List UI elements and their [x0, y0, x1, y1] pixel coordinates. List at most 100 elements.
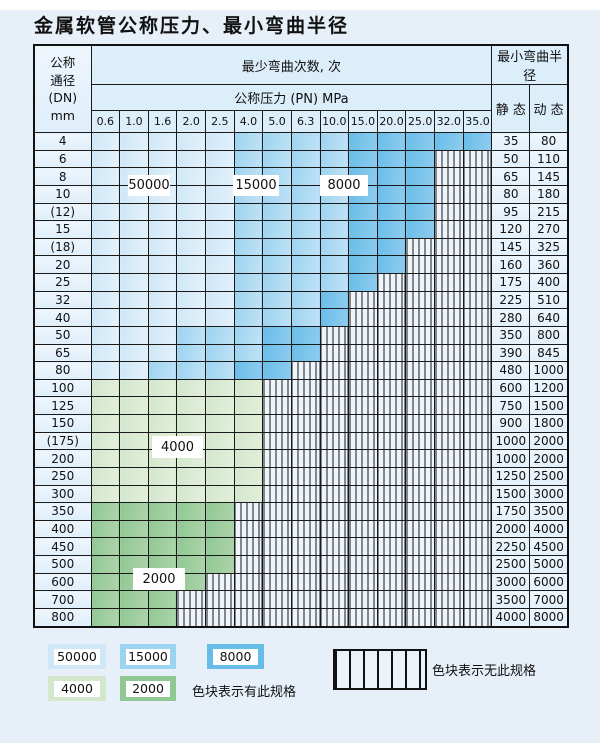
spec-cell-2000: [119, 502, 149, 521]
spec-cell-50000: [176, 149, 206, 169]
dynamic-value: 110: [529, 149, 569, 169]
spec-cell-50000: [119, 202, 149, 222]
spec-cell-none: [319, 343, 350, 363]
spec-cell-4000: [233, 378, 264, 398]
spec-cell-15000: [262, 290, 292, 310]
dn-cell: 500: [33, 555, 92, 574]
spec-cell-none: [319, 484, 350, 504]
spec-cell-4000: [205, 378, 235, 398]
spec-cell-none: [434, 361, 464, 380]
spec-cell-none: [462, 607, 493, 628]
spec-cell-none: [405, 378, 435, 398]
spec-cell-none: [290, 502, 321, 521]
spec-cell-15000: [262, 308, 292, 327]
spec-cell-none: [262, 502, 292, 521]
spec-cell-none: [319, 502, 350, 521]
spec-cell-none: [376, 414, 407, 433]
spec-cell-none: [233, 590, 264, 609]
spec-cell-50000: [205, 255, 235, 274]
spec-cell-none: [290, 519, 321, 539]
table-row: (18) 145 325: [33, 237, 569, 257]
spec-cell-15000: [233, 290, 264, 310]
dn-cell: 100: [33, 378, 92, 398]
spec-cell-50000: [176, 290, 206, 310]
spec-cell-4000: [90, 414, 121, 433]
spec-cell-none: [233, 607, 264, 628]
table-row: 250 1250 2500: [33, 466, 569, 486]
spec-cell-2000: [90, 519, 121, 539]
spec-cell-none: [376, 290, 407, 310]
spec-cell-4000: [233, 449, 264, 468]
spec-cell-15000: [290, 255, 321, 274]
static-value: 95: [491, 202, 531, 222]
spec-cell-50000: [119, 343, 149, 363]
spec-cell-15000: [262, 255, 292, 274]
spec-cell-8000: [348, 273, 378, 292]
spec-cell-none: [405, 237, 435, 257]
dn-cell: 40: [33, 308, 92, 327]
spec-cell-none: [262, 378, 292, 398]
spec-cell-none: [348, 519, 378, 539]
spec-cell-50000: [176, 273, 206, 292]
table-row: 600 3000 6000: [33, 572, 569, 592]
spec-cell-none: [205, 572, 235, 592]
pressure-col-header: 2.0: [176, 110, 206, 133]
spec-cell-15000: [233, 308, 264, 327]
dynamic-value: 4000: [529, 519, 569, 539]
spec-cell-none: [348, 378, 378, 398]
top-white-strip: [0, 0, 600, 10]
spec-cell-2000: [176, 537, 206, 556]
dn-cell: 350: [33, 502, 92, 521]
table-row: 200 1000 2000: [33, 449, 569, 468]
spec-cell-50000: [205, 184, 235, 204]
table-row: 150 900 1800: [33, 414, 569, 433]
no-spec-hatch-sample: [333, 649, 427, 690]
spec-cell-none: [462, 572, 493, 592]
dn-column-header: 公称 通径 (DN) mm: [33, 44, 92, 133]
static-value: 1500: [491, 484, 531, 504]
legend-unavailable-text: 色块表示无此规格: [432, 664, 537, 679]
spec-cell-15000: [290, 273, 321, 292]
static-value: 3000: [491, 572, 531, 592]
spec-cell-8000: [376, 184, 407, 204]
dn-header-line: 公称: [50, 55, 76, 70]
spec-cell-4000: [176, 466, 206, 486]
table-row: 350 1750 3500: [33, 502, 569, 521]
spec-cell-none: [290, 466, 321, 486]
dn-header-line: (DN): [48, 90, 78, 105]
pressure-col-header: 1.0: [119, 110, 149, 133]
spec-cell-none: [434, 378, 464, 398]
spec-cell-50000: [176, 184, 206, 204]
spec-cell-none: [233, 555, 264, 574]
spec-cell-8000: [348, 220, 378, 239]
table-row: 40 280 640: [33, 308, 569, 327]
static-value: 2500: [491, 555, 531, 574]
legend-swatch-2000: 2000: [120, 676, 176, 701]
table-row: 100 600 1200: [33, 378, 569, 398]
spec-cell-4000: [119, 484, 149, 504]
spec-cell-50000: [90, 325, 121, 345]
static-value: 1250: [491, 466, 531, 486]
table-row: 32 225 510: [33, 290, 569, 310]
static-value: 1750: [491, 502, 531, 521]
spec-cell-4000: [119, 466, 149, 486]
spec-cell-none: [348, 466, 378, 486]
static-value: 280: [491, 308, 531, 327]
spec-cell-none: [405, 572, 435, 592]
spec-cell-none: [348, 308, 378, 327]
pressure-col-header: 32.0: [434, 110, 464, 133]
spec-cell-4000: [119, 378, 149, 398]
spec-cell-none: [462, 590, 493, 609]
spec-cell-none: [233, 519, 264, 539]
dn-cell: 6: [33, 149, 92, 169]
spec-cell-50000: [205, 237, 235, 257]
spec-cell-4000: [233, 431, 264, 451]
static-value: 175: [491, 273, 531, 292]
spec-cell-none: [262, 396, 292, 415]
spec-cell-2000: [205, 519, 235, 539]
dynamic-value: 270: [529, 220, 569, 239]
legend-swatch-8000: 8000: [207, 644, 264, 669]
pressure-col-header: 2.5: [205, 110, 235, 133]
legend-swatch-label: 15000: [126, 648, 170, 665]
spec-cell-none: [290, 607, 321, 628]
